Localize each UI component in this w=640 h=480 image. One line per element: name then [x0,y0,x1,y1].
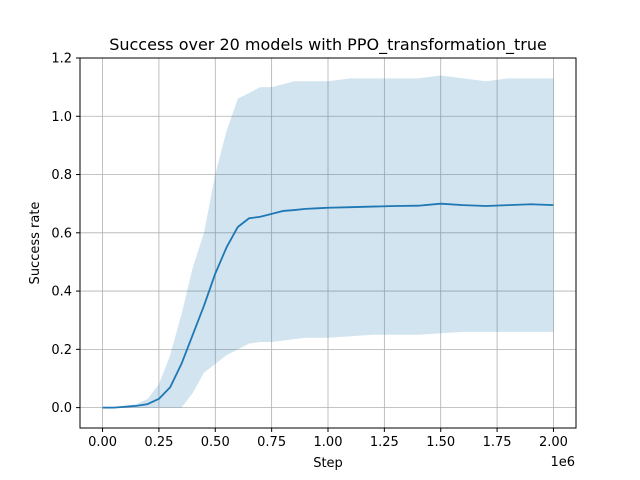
x-tick-label: 2.00 [539,435,568,450]
y-tick-label: 0.4 [51,285,72,300]
x-tick-label: 0.25 [144,435,173,450]
grid-lines [80,57,576,428]
chart-title: Success over 20 models with PPO_transfor… [109,35,547,55]
y-tick-label: 0.8 [51,168,72,183]
std-band [102,75,554,408]
y-tick-label: 0.2 [51,343,72,358]
x-tick-label: 1.75 [483,435,512,450]
x-tick-label: 0.50 [201,435,230,450]
x-tick-label: 1.00 [314,435,343,450]
y-axis-ticks: 0.0 0.2 0.4 0.6 0.8 1.0 1.2 [51,52,80,416]
mean-line [102,202,554,409]
x-tick-label: 1.25 [370,435,399,450]
y-tick-label: 1.0 [51,110,72,125]
y-axis-title: Success rate [28,202,43,285]
x-axis-offset-label: 1e6 [550,455,575,470]
x-axis-title: Step [313,456,343,471]
mean-line-layer [102,202,554,409]
std-band-layer [102,75,554,408]
x-tick-label: 1.50 [426,435,455,450]
y-tick-label: 1.2 [51,52,72,67]
y-tick-label: 0.6 [51,226,72,241]
y-tick-label: 0.0 [51,401,72,416]
x-tick-label: 0.75 [257,435,286,450]
x-tick-label: 0.00 [88,435,117,450]
x-axis-ticks: 0.00 0.25 0.50 0.75 1.00 1.25 1.50 1.75 2.00 [88,428,568,450]
